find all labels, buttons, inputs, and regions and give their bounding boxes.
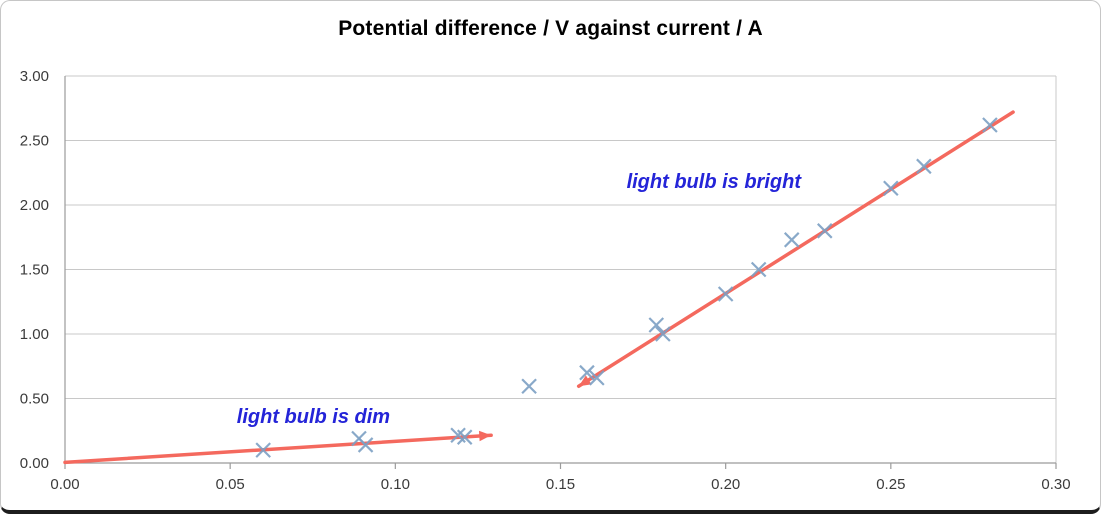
bright-arrow	[576, 110, 1015, 388]
y-tick-label: 2.00	[20, 197, 49, 214]
data-point-marker	[255, 442, 271, 458]
data-point-marker	[579, 364, 595, 381]
data-point-marker	[521, 378, 537, 395]
data-point-marker	[750, 261, 767, 278]
data-point-marker	[883, 180, 899, 197]
data-point-marker	[589, 370, 605, 386]
dim-arrow-head	[478, 430, 492, 442]
data-point-marker	[816, 223, 833, 239]
annotations: light bulb is dim light bulb is bright	[237, 171, 803, 428]
dim-label: light bulb is dim	[237, 406, 390, 428]
x-tick-label: 0.20	[711, 476, 740, 493]
y-axis-ticks: 0.00 0.50 1.00 1.50 2.00 2.50 3.00	[20, 68, 49, 472]
x-tick-label: 0.00	[50, 476, 79, 493]
y-tick-label: 3.00	[20, 68, 49, 85]
trend-arrows	[63, 110, 1015, 465]
y-tick-label: 0.00	[20, 455, 49, 472]
data-point-marker	[357, 437, 374, 453]
y-tick-label: 0.50	[20, 391, 49, 408]
dim-arrow	[63, 433, 493, 465]
data-point-marker	[982, 117, 998, 133]
bright-arrow-head	[578, 375, 592, 387]
x-axis-ticks: 0.00 0.05 0.10 0.15 0.20 0.25 0.30	[50, 463, 1071, 493]
data-point-marker	[456, 429, 473, 445]
x-tick-label: 0.30	[1041, 476, 1070, 493]
data-point-marker	[655, 326, 671, 342]
gridlines	[65, 75, 1056, 464]
data-points	[255, 117, 998, 458]
data-point-marker	[783, 232, 800, 248]
y-tick-label: 1.50	[20, 262, 49, 279]
data-point-marker	[717, 286, 734, 302]
data-point-marker	[648, 317, 665, 333]
x-tick-label: 0.25	[876, 476, 905, 493]
x-tick-label: 0.10	[381, 476, 410, 493]
chart-title: Potential difference / V against current…	[338, 17, 763, 40]
x-tick-label: 0.15	[546, 476, 575, 493]
y-tick-label: 2.50	[20, 133, 49, 150]
x-tick-label: 0.05	[216, 476, 245, 493]
bright-label: light bulb is bright	[627, 171, 803, 193]
y-tick-label: 1.00	[20, 326, 49, 343]
data-point-marker	[916, 158, 932, 175]
